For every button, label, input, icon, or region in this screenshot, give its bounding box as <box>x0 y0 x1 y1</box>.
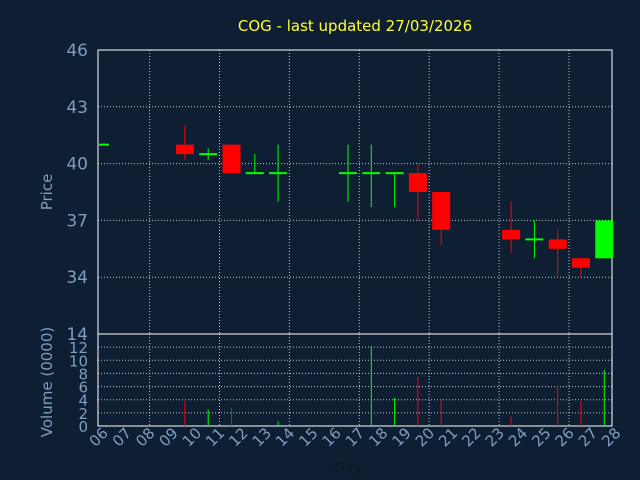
x-tick-label: 28 <box>598 424 624 450</box>
volume-tick-label: 10 <box>69 352 88 370</box>
price-tick-label: 34 <box>66 268 88 288</box>
volume-tick-label: 12 <box>69 339 88 357</box>
volume-tick-label: 2 <box>78 405 88 423</box>
x-axis-label: Day <box>334 460 362 476</box>
candle-body <box>595 220 614 259</box>
candle-body <box>432 192 451 230</box>
candle-body <box>548 239 567 249</box>
volume-panel-frame <box>97 333 613 427</box>
candle-body <box>572 258 590 268</box>
volume-tick-label: 8 <box>78 365 88 383</box>
volume-axis-label: Volume (0000) <box>38 327 56 437</box>
candle-body <box>222 144 241 174</box>
price-panel-frame <box>97 49 613 335</box>
volume-bars <box>184 345 605 426</box>
volume-tick-label: 6 <box>78 379 88 397</box>
chart-title: COG - last updated 27/03/2026 <box>238 17 472 35</box>
volume-tick-label: 14 <box>66 325 88 345</box>
x-axis: 0607080910111213141516171819202122232425… <box>86 424 625 450</box>
volume-tick-label: 0 <box>78 418 88 436</box>
price-axis: 46 43 40 37 34 <box>66 41 613 335</box>
price-tick-label: 43 <box>66 98 88 118</box>
volume-grid <box>98 333 612 427</box>
volume-tick-label: 4 <box>78 392 88 410</box>
price-grid <box>98 49 612 334</box>
price-tick-label: 40 <box>66 155 88 175</box>
price-tick-label: 46 <box>66 41 88 61</box>
price-tick-label: 37 <box>66 211 88 231</box>
candles <box>99 125 614 278</box>
candle-body <box>502 229 521 240</box>
candle-body <box>175 144 194 155</box>
candle-body <box>408 173 427 192</box>
price-axis-label: Price <box>38 174 56 211</box>
